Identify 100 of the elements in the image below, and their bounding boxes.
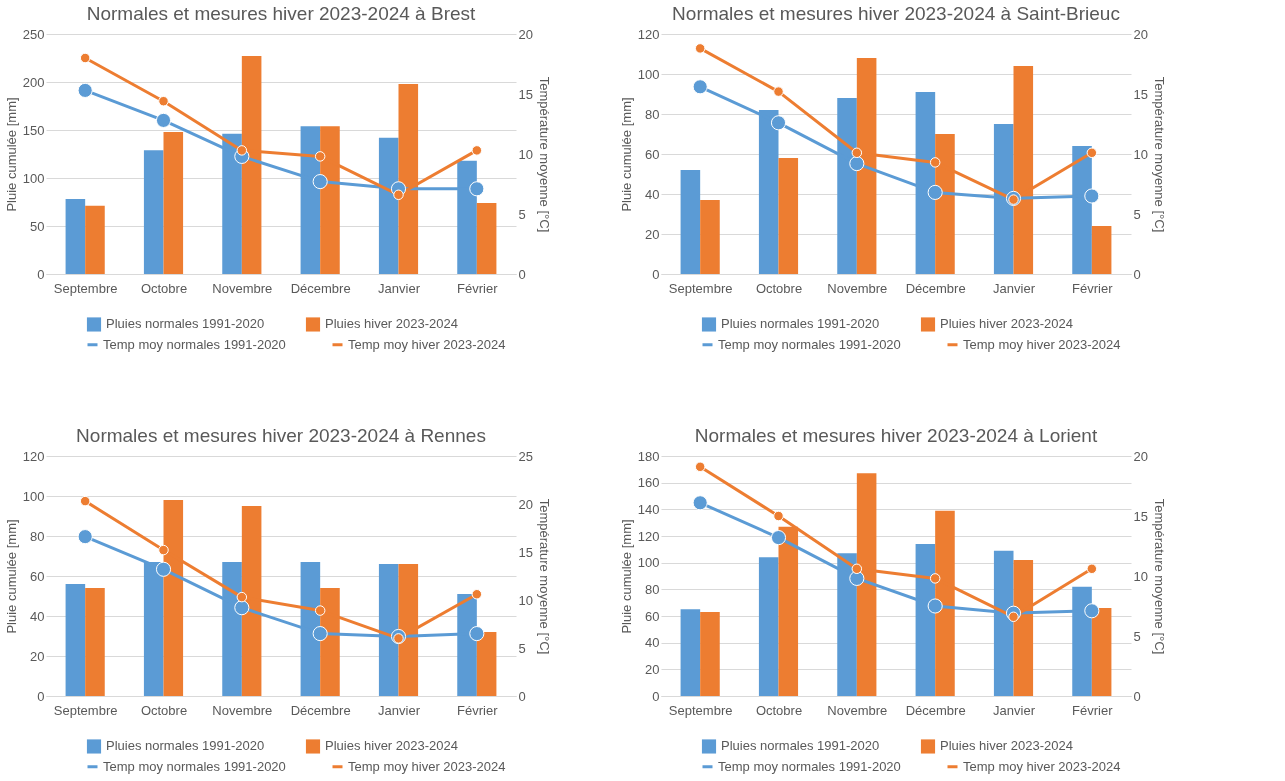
x-tick-label: Septembre [668,280,733,296]
point [393,189,404,201]
legend-label: Temp moy hiver 2023-2024 [963,336,1121,352]
x-tick-label: Février [1072,702,1114,718]
point [469,181,485,197]
bar [143,150,164,274]
point [312,626,328,642]
y2-tick-label: 20 [518,26,533,42]
y-tick-label: 80 [645,581,660,597]
legend-label: Pluies normales 1991-2020 [106,738,265,754]
chart-title: Normales et mesures hiver 2023-2024 à Lorient [694,425,1098,446]
point [155,561,172,577]
x-tick-label: Septembre [53,702,118,718]
y2-axis-title: Température moyenne [°C] [1151,76,1167,233]
bar [778,158,799,274]
y2-tick-label: 10 [1133,568,1148,584]
point [694,461,706,473]
y2-tick-label: 0 [1133,266,1141,282]
point [77,529,93,545]
y-tick-label: 100 [22,170,45,186]
y2-tick-label: 10 [518,592,533,608]
point [158,95,169,107]
point [236,145,248,156]
y-tick-label: 60 [645,608,660,624]
y-tick-label: 0 [37,266,45,282]
legend-label: Pluies hiver 2023-2024 [325,316,458,332]
y-tick-label: 20 [645,661,660,677]
y2-tick-label: 20 [518,496,533,512]
y-tick-label: 250 [22,26,45,42]
point [158,544,169,556]
y2-tick-label: 0 [518,688,526,704]
x-tick-label: Février [457,280,499,296]
x-tick-label: Novembre [827,702,888,718]
legend-label: Temp moy normales 1991-2020 [103,758,286,774]
y-tick-label: 120 [22,448,45,464]
bar [476,202,497,274]
x-tick-label: Décembre [905,280,966,296]
point [471,589,483,600]
x-tick-label: Janvier [378,280,421,296]
x-tick-label: Septembre [53,280,118,296]
y2-axis-title: Température moyenne [°C] [1151,498,1167,655]
chart-title: Normales et mesures hiver 2023-2024 à Brest [86,3,477,24]
x-tick-label: Septembre [668,702,733,718]
y2-axis-title: Température moyenne [°C] [536,498,552,655]
y-tick-label: 100 [637,555,660,571]
point [314,605,326,616]
legend-label: Temp moy normales 1991-2020 [718,336,901,352]
bar [85,588,105,696]
x-tick-label: Février [1072,280,1114,296]
legend-label: Pluies normales 1991-2020 [106,316,265,332]
point [1086,563,1098,575]
y-tick-label: 120 [637,528,660,544]
y-tick-label: 50 [30,218,45,234]
y-tick-label: 60 [30,568,45,584]
legend-label: Temp moy hiver 2023-2024 [348,758,506,774]
point [155,112,172,128]
legend-label: Temp moy hiver 2023-2024 [963,758,1121,774]
point [770,115,787,131]
y-tick-label: 20 [645,226,660,242]
point [692,495,708,511]
point [770,530,787,546]
point [234,600,250,616]
point [927,598,943,614]
x-tick-label: Décembre [905,702,966,718]
point [1084,603,1100,619]
y-tick-label: 100 [22,488,45,504]
y2-tick-label: 0 [1133,688,1141,704]
y2-tick-label: 15 [1133,86,1148,102]
y2-tick-label: 20 [1133,448,1148,464]
chart-title: Normales et mesures hiver 2023-2024 à Saint-Brieuc [672,3,1120,24]
x-tick-label: Novembre [212,280,273,296]
x-tick-label: Janvier [378,702,421,718]
y2-tick-label: 15 [518,544,533,560]
legend-label: Temp moy hiver 2023-2024 [348,336,506,352]
y-tick-label: 100 [637,66,660,82]
point [851,563,863,575]
y-tick-label: 40 [30,608,45,624]
point [471,145,483,156]
point [1084,188,1100,204]
x-tick-label: Octobre [140,280,188,296]
point [851,147,863,159]
point [77,82,93,98]
bar [1091,226,1112,274]
legend-label: Pluies hiver 2023-2024 [940,316,1073,332]
y2-tick-label: 0 [518,266,526,282]
chart-title: Normales et mesures hiver 2023-2024 à Rennes [76,425,486,446]
x-tick-label: Octobre [755,702,803,718]
y-tick-label: 0 [652,266,660,282]
y2-tick-label: 20 [1133,26,1148,42]
legend-label: Pluies hiver 2023-2024 [325,738,458,754]
y-tick-label: 140 [637,501,660,517]
point [694,43,706,54]
y-tick-label: 40 [645,186,660,202]
y-tick-label: 180 [637,448,660,464]
bar [163,131,184,274]
point [314,151,326,162]
bar [1091,608,1112,696]
y2-tick-label: 5 [1133,628,1141,644]
point [1086,147,1098,159]
y-axis-title: Pluie cumulée [mm] [618,519,634,634]
